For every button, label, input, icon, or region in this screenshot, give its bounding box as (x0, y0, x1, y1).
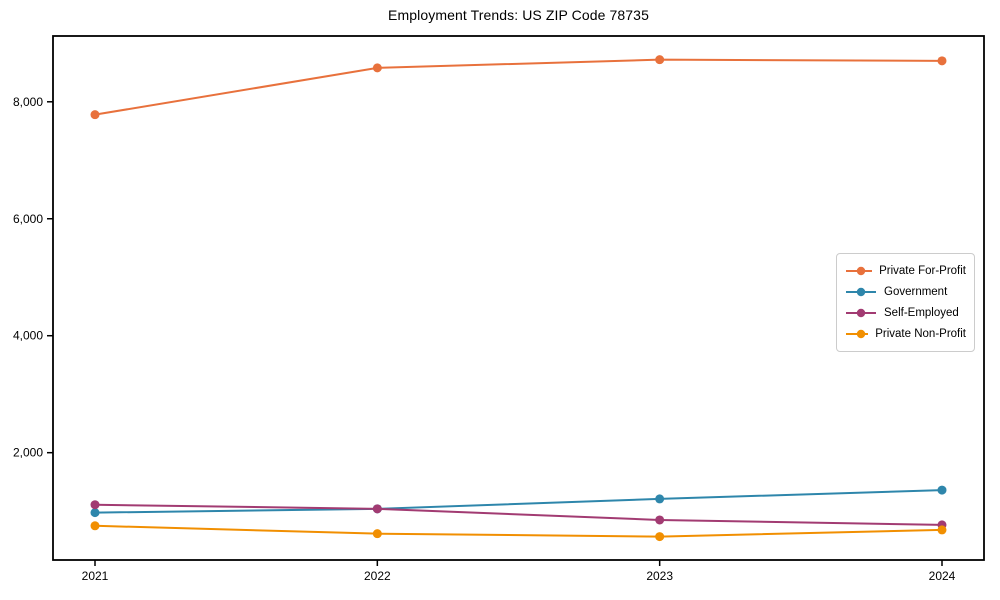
legend-item-self-employed: Self-Employed (845, 303, 966, 324)
series-marker-private-for-profit-2022 (372, 63, 382, 73)
series-marker-private-non-profit-2022 (372, 529, 382, 539)
series-marker-private-for-profit-2023 (655, 55, 665, 65)
y-tick-label: 6,000 (13, 212, 43, 226)
legend-label: Self-Employed (884, 306, 959, 319)
legend-marker-icon (846, 329, 869, 338)
series-line-self-employed (94, 503, 943, 526)
series-marker-private-for-profit-2024 (937, 56, 947, 66)
x-tick-label: 2022 (364, 569, 391, 583)
y-tick-label: 2,000 (13, 446, 43, 460)
series-marker-private-non-profit-2024 (937, 525, 947, 535)
legend-item-private-for-profit: Private For-Profit (845, 261, 966, 282)
axes-box (52, 35, 985, 561)
legend-item-private-non-profit: Private Non-Profit (845, 323, 966, 344)
legend-marker-icon (846, 267, 873, 276)
legend-marker-icon (846, 308, 876, 318)
x-tick-label: 2024 (929, 569, 956, 583)
series-marker-self-employed-2023 (655, 515, 665, 525)
series-line-private-for-profit (94, 58, 943, 116)
series-line-private-non-profit (94, 524, 943, 538)
legend-label: Private For-Profit (879, 265, 966, 278)
series-marker-self-employed-2021 (90, 500, 100, 510)
legend-item-government: Government (845, 282, 966, 303)
series-marker-private-non-profit-2021 (90, 521, 100, 531)
series-marker-government-2023 (655, 494, 665, 504)
x-tick-label: 2023 (646, 569, 673, 583)
series-line-government (94, 489, 943, 514)
legend: Private For-Profit Government Self-Employe… (836, 253, 975, 352)
x-tick-label: 2021 (82, 569, 109, 583)
legend-label: Government (884, 286, 948, 299)
series-marker-government-2021 (90, 508, 100, 518)
legend-label: Private Non-Profit (875, 327, 966, 340)
series-marker-self-employed-2022 (372, 504, 382, 514)
series-marker-private-non-profit-2023 (655, 532, 665, 542)
y-tick-label: 4,000 (13, 329, 43, 343)
y-tick-label: 8,000 (13, 95, 43, 109)
legend-marker-icon (846, 287, 876, 297)
chart-title: Employment Trends: US ZIP Code 78735 (388, 7, 649, 23)
series-marker-private-for-profit-2021 (90, 110, 100, 120)
series-marker-government-2024 (937, 485, 947, 495)
